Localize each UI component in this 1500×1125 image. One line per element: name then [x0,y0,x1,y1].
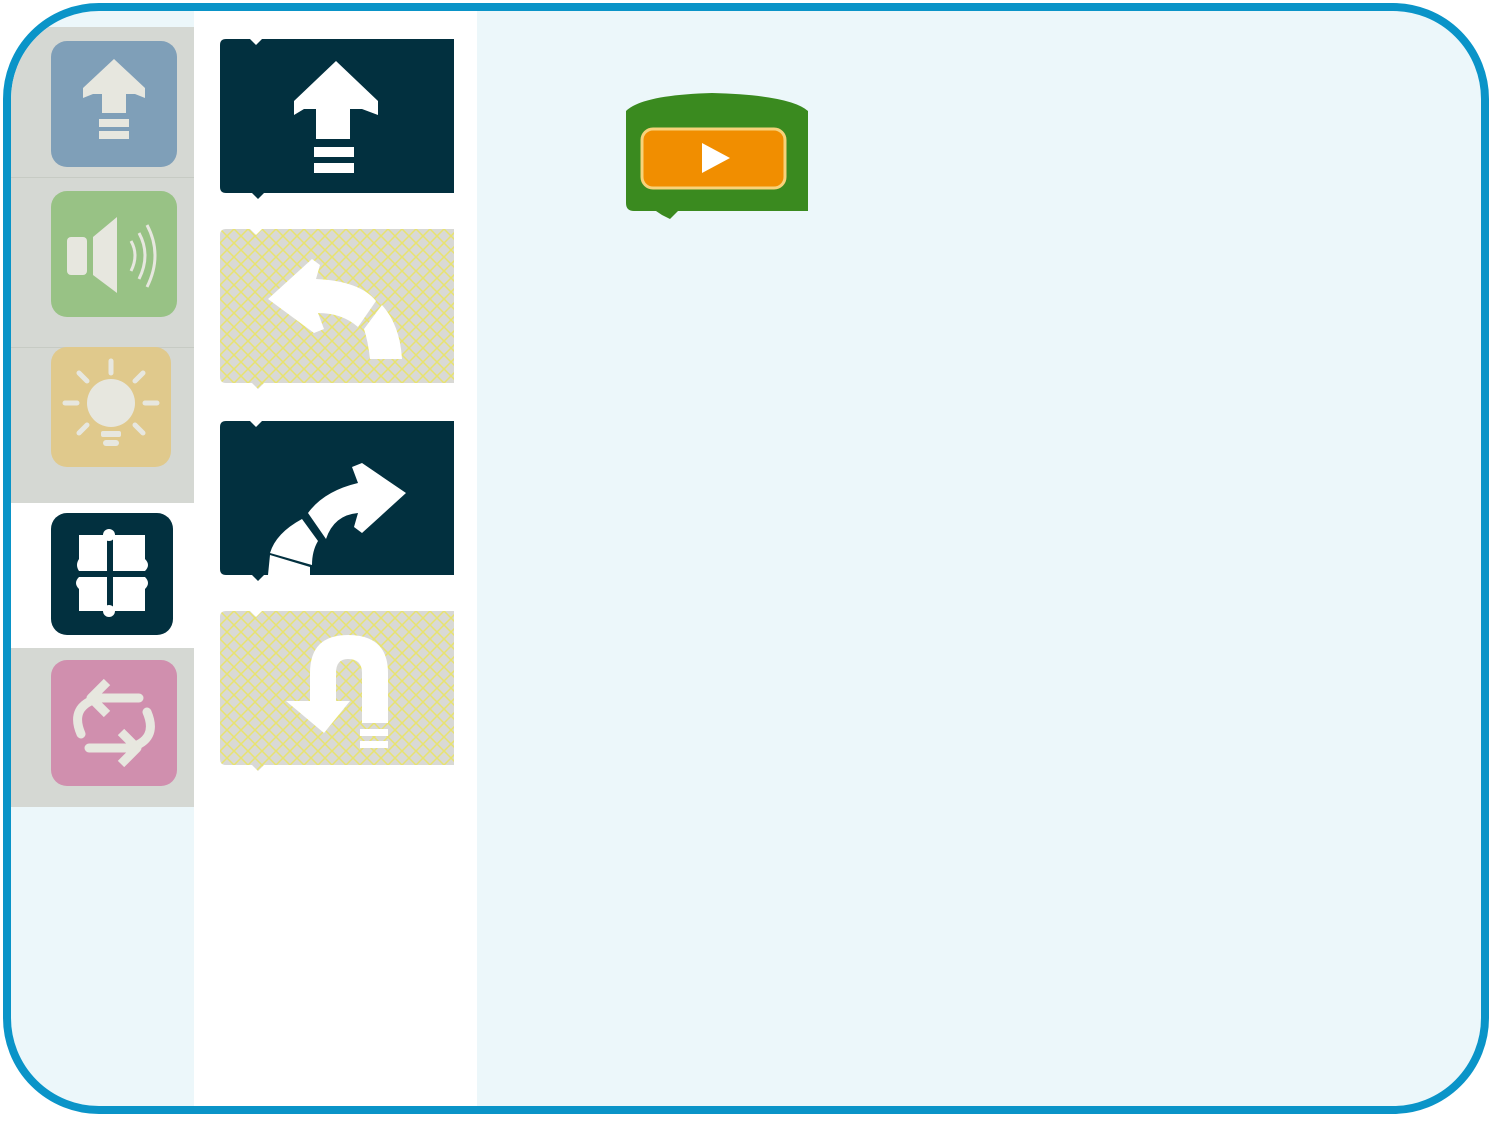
category-light-tile[interactable] [51,347,171,467]
robot-top-view-icon [76,529,148,617]
turn-right-block[interactable] [220,421,454,586]
category-drive[interactable] [11,503,194,648]
workspace-canvas[interactable] [477,11,1481,1106]
start-block[interactable] [622,89,812,224]
block-turn-right[interactable] [220,421,454,586]
category-sound[interactable] [11,177,194,327]
arrow-up-icon [294,61,378,173]
speaker-icon [67,217,157,293]
category-drive-tile[interactable] [51,513,173,635]
light-bulb-icon [62,358,160,446]
block-move-forward[interactable] [220,39,454,204]
block-u-turn [220,611,454,776]
block-turn-left [220,229,454,394]
u-turn-block [220,611,454,771]
category-loops-tile[interactable] [51,660,177,786]
curve-right-arrow-icon [268,463,406,575]
category-sidebar [11,27,194,807]
u-turn-icon [286,635,388,748]
block-palette [194,11,477,1106]
repeat-icon [73,678,155,768]
category-motion[interactable] [11,27,194,177]
category-sound-tile[interactable] [51,191,177,317]
app-frame [3,3,1489,1114]
start-block-shape[interactable] [622,89,812,224]
play-button[interactable] [640,127,787,190]
turn-left-block [220,229,454,389]
category-light[interactable] [11,347,194,499]
play-icon [702,143,730,173]
category-motion-tile[interactable] [51,41,177,167]
curve-left-arrow-icon [268,259,402,359]
move-forward-block[interactable] [220,39,454,204]
category-loops[interactable] [11,648,194,807]
arrow-up-icon [83,59,145,139]
